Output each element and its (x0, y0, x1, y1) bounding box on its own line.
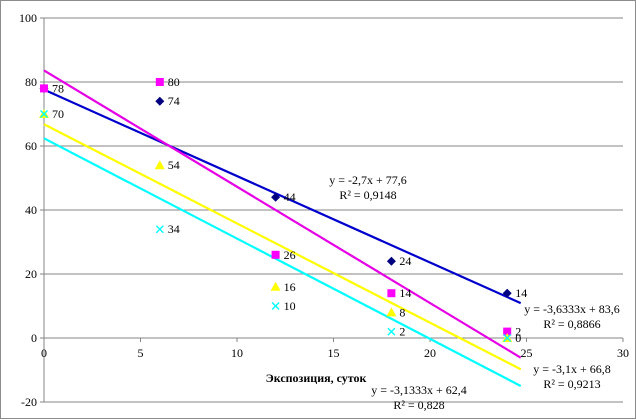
marker-series-1 (386, 256, 396, 266)
marker-series-3 (270, 281, 281, 291)
data-label-series-2: 2 (515, 325, 521, 339)
y-tick-label: 80 (25, 75, 37, 89)
data-label-series-4: 2 (399, 325, 405, 339)
data-label-series-4: 34 (168, 222, 180, 236)
trendline-series-1 (43, 88, 522, 305)
x-tick-label: 20 (424, 346, 436, 360)
y-tick-label: 0 (31, 331, 37, 345)
data-label-series-4: 10 (284, 299, 296, 313)
marker-series-4 (40, 110, 48, 118)
trendline-layer (43, 69, 522, 387)
trend-equation-series-3: y = -3,1x + 66,8 (533, 362, 611, 376)
data-label-series-2: 26 (284, 248, 296, 262)
y-tick-label: 20 (25, 267, 37, 281)
data-label-series-3: 16 (284, 280, 296, 294)
y-tick-label: 60 (25, 139, 37, 153)
marker-series-2 (271, 250, 280, 259)
trend-equation-series-4: y = -3,1333x + 62,4 (371, 383, 467, 397)
cross-stroke (387, 327, 396, 336)
trendline-series-3 (43, 123, 522, 371)
data-label-series-3: 0 (515, 331, 521, 345)
trendline-series-4 (43, 137, 522, 387)
x-tick-label: 5 (138, 346, 144, 360)
cross-stroke (271, 302, 280, 310)
cross-stroke (40, 110, 48, 118)
marker-series-1 (155, 96, 165, 106)
trend-equation-series-1: y = -2,7x + 77,6 (329, 173, 407, 187)
marker-series-1 (502, 288, 512, 298)
trend-r2-series-1: R² = 0,9148 (339, 188, 396, 202)
y-tick-label: 100 (19, 11, 37, 25)
trend-r2-series-2: R² = 0,8866 (543, 317, 600, 331)
data-label-series-1: 14 (515, 286, 527, 300)
data-label-series-3: 8 (399, 305, 405, 319)
marker-series-4 (155, 225, 164, 234)
marker-series-4 (271, 302, 280, 310)
grid-layer (44, 17, 623, 403)
trend-equation-series-2: y = -3,6333x + 83,6 (524, 302, 620, 316)
x-tick-label: 25 (521, 346, 533, 360)
trendline-series-2 (43, 69, 522, 359)
x-tick-label: 0 (41, 346, 47, 360)
marker-series-1 (271, 192, 281, 202)
trend-r2-series-4: R² = 0,828 (393, 398, 444, 412)
x-tick-label: 10 (231, 346, 243, 360)
data-label-series-1: 74 (168, 94, 180, 108)
trend-r2-series-3: R² = 0,9213 (543, 377, 600, 391)
marker-series-3 (154, 160, 165, 170)
data-label-series-2: 14 (399, 286, 411, 300)
data-label-series-3: 54 (168, 158, 180, 172)
x-tick-label: 30 (617, 346, 629, 360)
data-label-series-2: 80 (168, 75, 180, 89)
x-axis-title: Экспозиция, суток (266, 371, 367, 385)
marker-series-4 (503, 334, 512, 342)
equation-layer: y = -2,7x + 77,6R² = 0,9148 y = -3,6333x … (329, 173, 620, 412)
data-label-series-1: 24 (399, 254, 411, 268)
data-label-series-1: 44 (284, 190, 296, 204)
x-tick-label: 15 (328, 346, 340, 360)
y-tick-label: 40 (25, 203, 37, 217)
marker-layer (39, 78, 513, 342)
cross-stroke (503, 334, 512, 342)
data-label-series-1: 78 (52, 81, 64, 95)
y-tick-label: -20 (21, 395, 37, 409)
marker-series-2 (503, 327, 512, 336)
cross-stroke (155, 225, 164, 234)
marker-series-2 (155, 78, 164, 86)
marker-series-4 (387, 327, 396, 336)
marker-series-2 (387, 289, 396, 298)
marker-series-3 (386, 307, 397, 317)
marker-series-2 (40, 84, 48, 93)
data-label-series-3: 70 (52, 107, 64, 121)
